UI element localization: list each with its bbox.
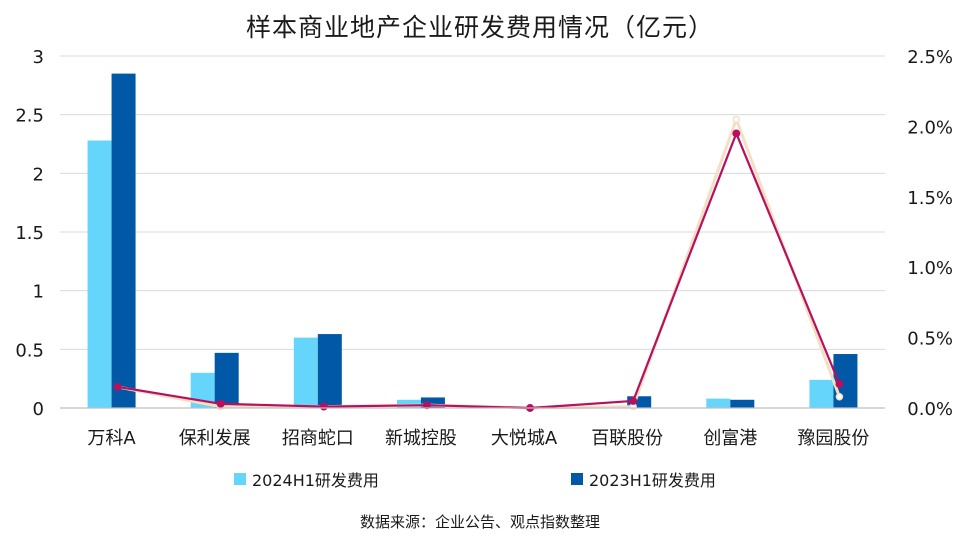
- bar-2024: [87, 140, 112, 409]
- x-tick-label: 招商蛇口: [282, 428, 354, 449]
- y-tick-label-left: 3: [33, 47, 44, 68]
- y-tick-label-left: 1.5: [15, 223, 44, 244]
- x-tick-label: 创富港: [703, 428, 757, 449]
- bar-2023: [214, 352, 239, 408]
- legend-swatch-2023: [571, 473, 583, 485]
- ratio-point-main: [216, 399, 225, 408]
- bar-2024: [396, 399, 421, 408]
- y-tick-label-right: 0.0%: [907, 399, 953, 420]
- y-tick-label-left: 0: [33, 399, 44, 420]
- x-tick-label: 大悦城A: [491, 428, 558, 449]
- y-tick-label-right: 2.5%: [907, 47, 953, 68]
- bar-2023: [420, 397, 445, 408]
- y-tick-label-left: 0.5: [15, 340, 44, 361]
- legend-swatch-2024: [234, 473, 246, 485]
- bar-2023: [730, 399, 755, 408]
- gridlines: [60, 55, 885, 409]
- bar-2023: [627, 396, 652, 408]
- y-tick-label-right: 1.0%: [907, 258, 953, 279]
- x-tick-label: 万科A: [87, 428, 136, 449]
- bar-2024: [293, 337, 318, 408]
- ratio-point-main: [629, 397, 638, 405]
- bar-2023: [111, 73, 136, 408]
- ratio-point-secondary: [835, 392, 844, 401]
- bar-2023: [317, 334, 342, 408]
- ratio-point-main: [732, 129, 741, 138]
- bar-group: [87, 73, 858, 409]
- legend-label-2023: 2023H1研发费用: [589, 471, 716, 490]
- x-tick-label: 保利发展: [179, 428, 251, 449]
- y-tick-label-left: 1: [33, 282, 44, 303]
- x-tick-label: 新城控股: [385, 428, 457, 449]
- chart-title: 样本商业地产企业研发费用情况（亿元）: [245, 13, 714, 42]
- ratio-line-main: [117, 132, 841, 410]
- y-tick-label-right: 2.0%: [907, 117, 953, 138]
- bar-2024: [809, 379, 834, 408]
- legend-label-2024: 2024H1研发费用: [252, 471, 379, 490]
- y-tick-label-left: 2.5: [15, 106, 44, 127]
- ratio-point-secondary: [732, 115, 741, 124]
- x-tick-label: 百联股份: [591, 428, 663, 449]
- x-tick-label: 豫园股份: [797, 428, 869, 449]
- ratio-point-main: [319, 402, 328, 411]
- axes: 0 0.5 1 1.5 2 2.5 3 0.0% 0.5% 1.0% 1.5% 2.0% 2.5% 万科A…: [15, 47, 953, 449]
- bar-2024: [706, 398, 731, 408]
- y-tick-label-right: 0.5%: [907, 329, 953, 350]
- ratio-point-main: [113, 382, 122, 391]
- legend-item-2024: 2024H1研发费用: [234, 467, 379, 491]
- y-tick-label-left: 2: [33, 164, 44, 185]
- legend-item-2023: 2023H1研发费用: [571, 467, 716, 491]
- ratio-point-main: [835, 380, 844, 389]
- source-note: 数据来源：企业公告、观点指数整理: [359, 513, 600, 531]
- y-tick-label-right: 1.5%: [907, 188, 953, 209]
